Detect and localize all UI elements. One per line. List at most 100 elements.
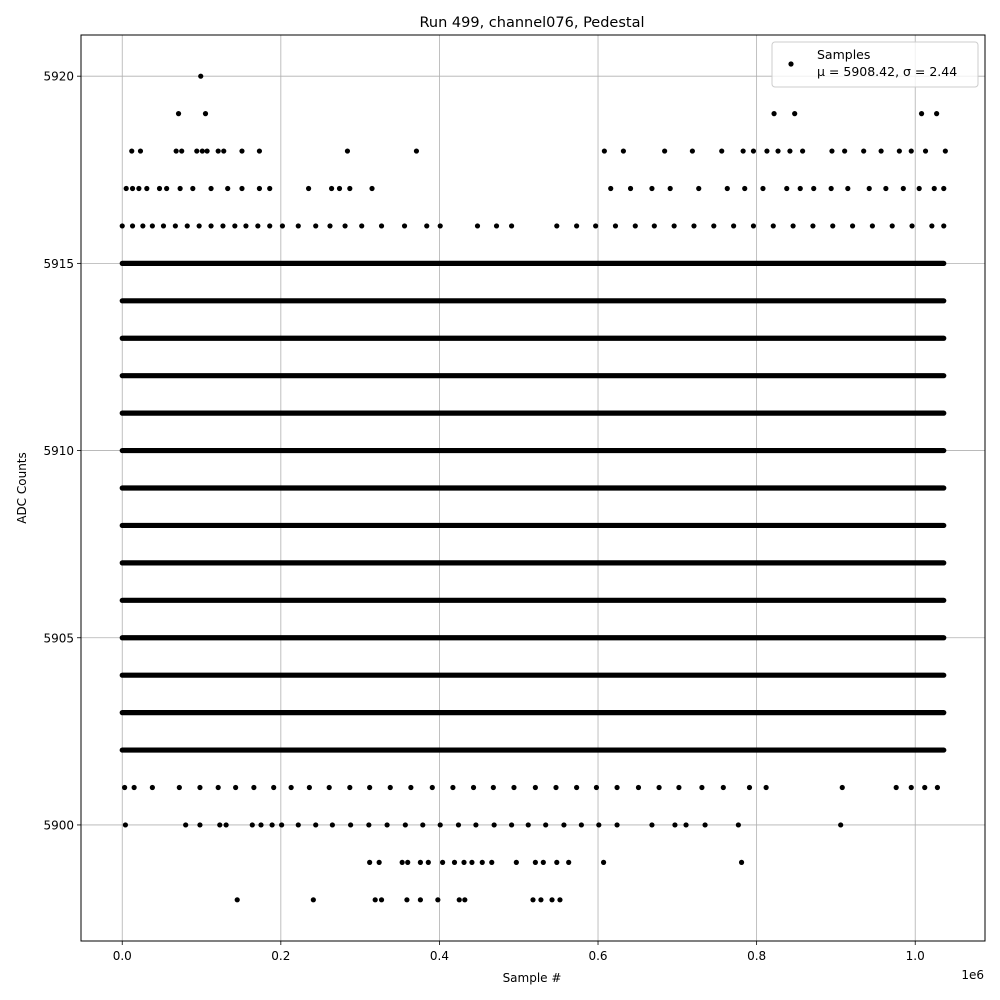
sample-point — [764, 148, 770, 154]
sample-point — [258, 822, 264, 828]
y-tick-label: 5920 — [43, 70, 74, 84]
sample-point — [746, 784, 753, 791]
legend-box — [771, 41, 979, 88]
sample-point — [525, 822, 531, 828]
sample-point — [490, 784, 496, 791]
sample-point — [129, 148, 135, 154]
sample-point — [719, 148, 725, 154]
sample-point — [829, 148, 835, 154]
sample-point — [199, 148, 205, 154]
y-tick-label: 5900 — [43, 818, 74, 832]
sample-point — [329, 822, 335, 828]
sample-point — [593, 784, 600, 791]
sample-point — [437, 223, 443, 229]
x-tick-label: 1.0 — [906, 949, 925, 963]
sample-point — [554, 223, 560, 229]
sample-point — [513, 859, 519, 865]
legend-marker — [788, 61, 794, 67]
sample-point — [450, 784, 456, 791]
sample-point — [711, 223, 717, 229]
sample-point — [239, 185, 245, 192]
sample-point — [489, 859, 495, 865]
sample-point — [941, 223, 947, 229]
sample-point — [149, 784, 155, 791]
sample-point — [267, 185, 273, 192]
x-tick-label: 0.4 — [430, 949, 449, 963]
sample-point — [288, 784, 294, 791]
sample-point — [215, 148, 221, 154]
sample-point — [122, 784, 128, 791]
sample-point — [596, 822, 602, 828]
sample-point — [929, 223, 935, 229]
sample-point — [310, 897, 316, 903]
sample-point — [326, 784, 332, 791]
sample-point — [900, 185, 906, 192]
sample-point — [123, 185, 129, 192]
x-tick-label: 0.6 — [588, 949, 607, 963]
chart-title: Run 499, channel076, Pedestal — [419, 15, 644, 31]
sample-point — [194, 148, 200, 154]
sample-point — [683, 822, 689, 828]
sample-point — [462, 897, 468, 903]
sample-point — [601, 148, 607, 154]
sample-point — [635, 784, 642, 791]
sample-point — [279, 822, 285, 828]
sample-point — [543, 822, 549, 828]
sample-point — [295, 822, 301, 828]
sample-point — [408, 784, 414, 791]
sample-point — [942, 148, 948, 154]
sample-point — [129, 223, 136, 229]
sample-point — [916, 185, 922, 192]
sample-point — [775, 148, 781, 154]
sample-point — [369, 185, 375, 192]
sample-point — [574, 223, 580, 229]
sample-point — [787, 148, 793, 154]
sample-point — [413, 148, 420, 154]
sample-point — [941, 185, 947, 192]
sample-point — [366, 822, 372, 828]
sample-point — [578, 822, 584, 828]
sample-point — [437, 822, 443, 828]
sample-point — [256, 185, 263, 192]
sample-point — [593, 223, 599, 229]
y-tick-label: 5905 — [43, 631, 74, 645]
sample-point — [830, 223, 836, 229]
sample-point — [267, 223, 273, 229]
sample-point — [177, 185, 183, 192]
sample-point — [909, 223, 915, 229]
sample-point — [771, 111, 777, 117]
sample-point — [934, 111, 940, 117]
sample-point — [137, 148, 144, 154]
sample-point — [208, 185, 214, 192]
sample-point — [198, 73, 204, 79]
sample-point — [742, 185, 748, 192]
legend-label: Samples — [817, 47, 870, 62]
sample-point — [344, 148, 351, 154]
sample-point — [474, 223, 481, 229]
sample-point — [869, 223, 875, 229]
sample-point — [129, 185, 136, 192]
y-axis-ticks: 5900 5905 5910 5915 5920 — [43, 70, 81, 832]
sample-point — [740, 148, 746, 154]
sample-point — [889, 223, 895, 229]
sample-point — [620, 148, 627, 154]
sample-point — [429, 784, 435, 791]
sample-point — [750, 223, 757, 229]
sample-point — [493, 223, 500, 229]
sample-point — [367, 784, 373, 791]
sample-point — [656, 784, 662, 791]
sample-point — [738, 859, 745, 865]
sample-point — [540, 859, 546, 865]
sample-point — [160, 223, 167, 229]
sample-point — [455, 822, 462, 828]
sample-point — [811, 185, 817, 192]
sample-point — [122, 822, 129, 828]
sample-point — [689, 148, 695, 154]
sample-point — [479, 859, 485, 865]
sample-point — [184, 223, 190, 229]
sample-point — [627, 185, 634, 192]
sample-point — [417, 859, 423, 865]
sample-point — [256, 148, 263, 154]
sample-point — [696, 185, 702, 192]
